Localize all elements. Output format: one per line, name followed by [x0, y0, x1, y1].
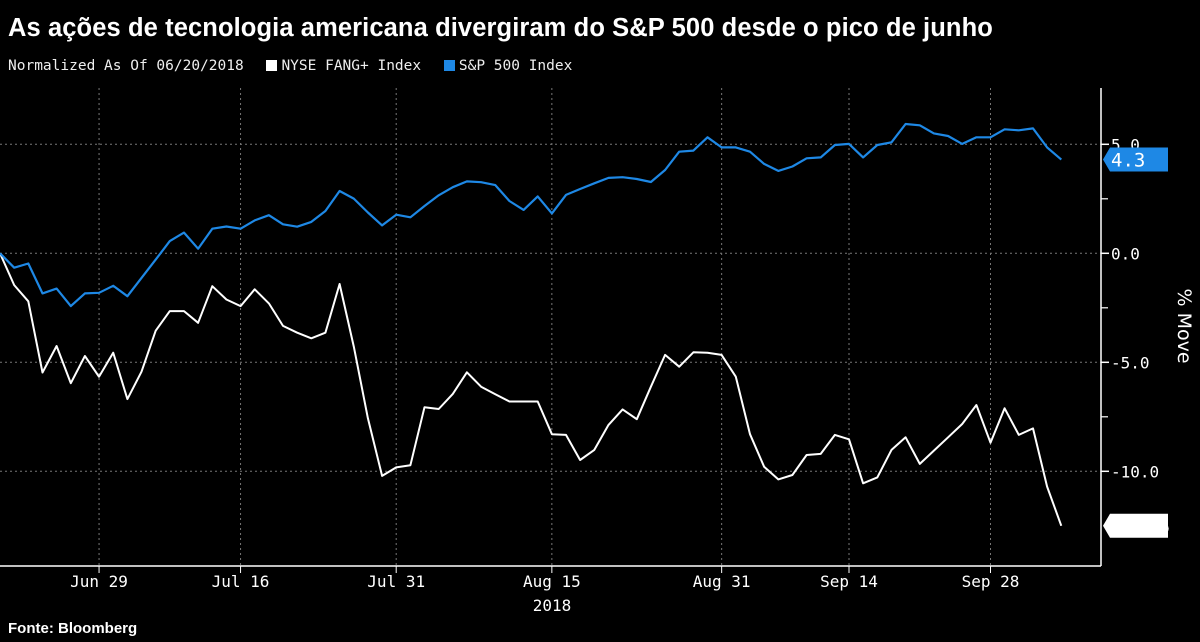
- last-value-label: -12.5: [1113, 516, 1170, 538]
- chart-title: As ações de tecnologia americana divergi…: [8, 14, 993, 42]
- last-value-flag-sp500: 4.3: [1103, 147, 1168, 172]
- y-axis-label: % Move: [1173, 288, 1195, 363]
- last-value-flag-fang: -12.5: [1103, 513, 1170, 538]
- x-tick-label: Jun 29: [70, 572, 128, 591]
- y-tick-label: -5.0: [1111, 353, 1150, 372]
- flag-shape: [1103, 513, 1168, 538]
- series-lines: [0, 122, 1063, 527]
- x-tick-label: Aug 15: [523, 572, 581, 591]
- legend-swatch-sp500: [443, 60, 455, 71]
- flag-shape: [1103, 147, 1168, 172]
- y-tick-label: -10.0: [1111, 462, 1159, 481]
- x-tick-label: Jul 31: [367, 572, 425, 591]
- grid: [0, 88, 1101, 566]
- x-tick-label: Sep 14: [820, 572, 878, 591]
- legend-label-fang: NYSE FANG+ Index: [281, 58, 422, 74]
- legend-swatch-fang: [266, 60, 278, 71]
- x-tick-label: Sep 28: [962, 572, 1020, 591]
- subtitle: Normalized As Of 06/20/2018: [8, 58, 244, 74]
- x-tick-label: Aug 31: [693, 572, 751, 591]
- series-line-sp500: [0, 122, 1063, 308]
- y-tick-label: 0.0: [1111, 244, 1140, 263]
- legend-label-sp500: S&P 500 Index: [458, 58, 573, 74]
- series-line-fang: [0, 252, 1063, 527]
- source-note: Fonte: Bloomberg: [8, 620, 138, 637]
- axes: [0, 88, 1109, 573]
- last-value-label: 4.3: [1111, 150, 1145, 172]
- x-year-label: 2018: [533, 596, 572, 615]
- legend: Normalized As Of 06/20/2018 NYSE FANG+ I…: [8, 58, 572, 74]
- x-tick-label: Jul 16: [212, 572, 270, 591]
